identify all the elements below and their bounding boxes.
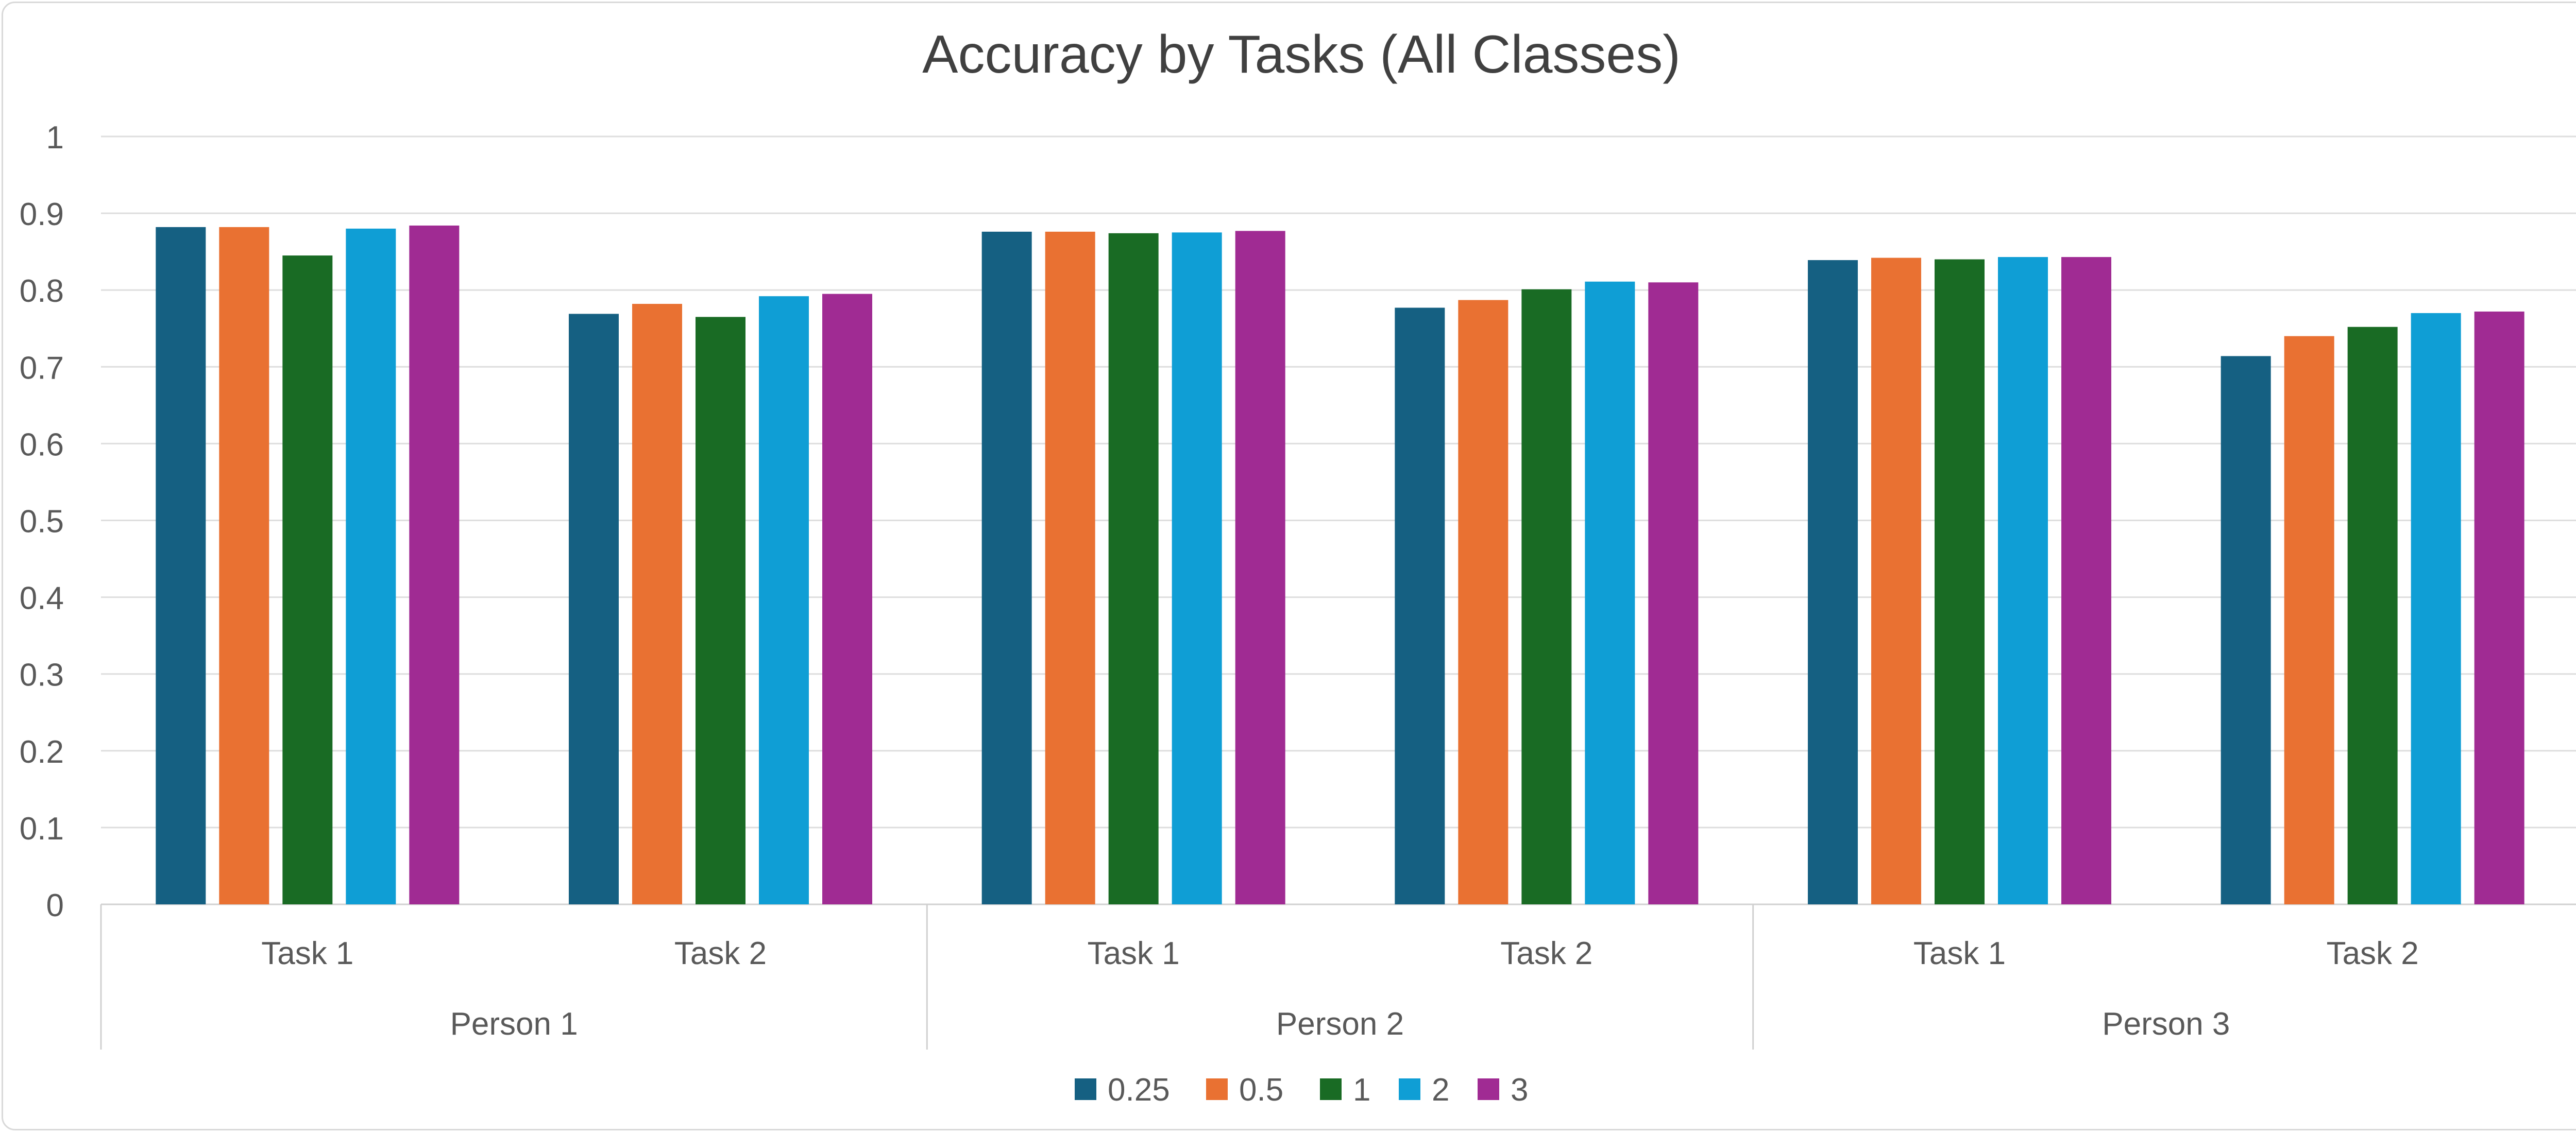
bar <box>282 255 333 905</box>
legend-swatch <box>1206 1078 1228 1100</box>
bar <box>2284 336 2334 905</box>
y-tick-label: 0.6 <box>20 427 64 462</box>
bar <box>156 227 206 904</box>
bar <box>1935 259 1985 904</box>
chart-title: Accuracy by Tasks (All Classes) <box>922 25 1681 84</box>
bar <box>569 314 619 904</box>
x-tick-label: Task 1 <box>1088 936 1180 971</box>
x-tick-label: Task 2 <box>1500 936 1592 971</box>
x-tick-label: Task 1 <box>1913 936 2006 971</box>
bar <box>1871 258 1921 904</box>
y-tick-label: 0.2 <box>20 734 64 770</box>
legend-swatch <box>1399 1078 1420 1100</box>
legend-swatch <box>1320 1078 1342 1100</box>
legend-swatch <box>1478 1078 1499 1100</box>
bar <box>2061 257 2111 904</box>
group-label: Person 3 <box>2102 1006 2230 1042</box>
bar <box>632 304 682 904</box>
bar <box>2221 356 2271 904</box>
bar <box>2474 311 2524 904</box>
bar <box>1172 232 1222 904</box>
x-tick-label: Task 2 <box>2327 936 2419 971</box>
x-tick-label: Task 1 <box>261 936 353 971</box>
y-tick-label: 0.4 <box>20 581 64 616</box>
bar <box>1395 307 1445 905</box>
y-tick-label: 0.1 <box>20 811 64 847</box>
y-tick-label: 0.8 <box>20 273 64 309</box>
bar <box>696 317 745 904</box>
legend-label: 3 <box>1511 1072 1528 1108</box>
bar-chart: Accuracy by Tasks (All Classes) 00.10.20… <box>20 25 2576 1108</box>
y-tick-label: 0 <box>46 888 64 923</box>
bar <box>1458 300 1509 904</box>
legend: 0.25 0.5 1 2 3 <box>1075 1072 1528 1108</box>
bar <box>759 296 809 905</box>
bar <box>1521 289 1572 904</box>
bar <box>2411 313 2461 905</box>
bar <box>822 294 872 904</box>
y-tick-label: 1 <box>46 120 64 156</box>
y-tick-label: 0.5 <box>20 504 64 540</box>
bar <box>1648 282 1699 904</box>
legend-label: 0.5 <box>1239 1072 1283 1108</box>
group-label: Person 1 <box>450 1006 578 1042</box>
x-tick-label: Task 2 <box>674 936 767 971</box>
y-tick-label: 0.9 <box>20 197 64 232</box>
y-tick-label: 0.7 <box>20 350 64 386</box>
y-tick-label: 0.3 <box>20 658 64 693</box>
legend-label: 2 <box>1432 1072 1449 1108</box>
bar <box>1585 281 1635 904</box>
bar <box>981 231 1032 904</box>
legend-swatch <box>1075 1078 1096 1100</box>
bar <box>1045 231 1095 904</box>
group-label: Person 2 <box>1276 1006 1404 1042</box>
bar <box>2347 327 2398 904</box>
gridlines <box>101 135 2576 905</box>
bars <box>156 225 2524 905</box>
bar <box>409 225 460 904</box>
bar <box>1998 257 2048 904</box>
bar <box>1808 260 1858 904</box>
legend-label: 0.25 <box>1108 1072 1170 1108</box>
legend-label: 1 <box>1353 1072 1370 1108</box>
bar <box>346 228 396 904</box>
bar <box>1235 231 1285 904</box>
bar <box>219 227 269 904</box>
y-axis: 0 0.1 0.2 0.3 0.4 0.5 0.6 0.7 0.8 0.9 1 <box>20 120 64 923</box>
bar <box>1108 233 1159 905</box>
x-axis: Task 1 Task 2 Task 1 Task 2 Task 1 Task 2 Pers… <box>100 904 2419 1050</box>
